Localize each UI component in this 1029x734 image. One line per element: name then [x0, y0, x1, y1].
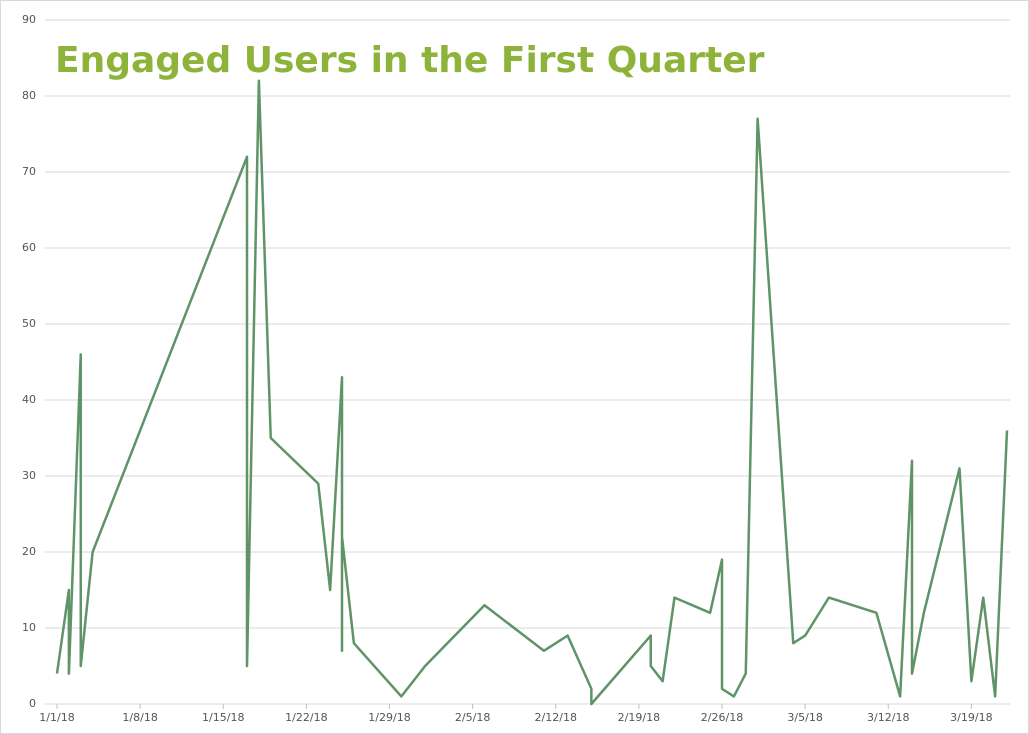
- x-tick-label: 2/5/18: [455, 711, 490, 724]
- y-tick-label: 20: [22, 545, 36, 558]
- x-tick-label: 1/8/18: [122, 711, 157, 724]
- y-tick-label: 30: [22, 469, 36, 482]
- y-tick-label: 60: [22, 241, 36, 254]
- x-tick-label: 1/1/18: [39, 711, 74, 724]
- x-tick-label: 1/22/18: [285, 711, 327, 724]
- x-tick-label: 2/19/18: [618, 711, 660, 724]
- y-tick-label: 10: [22, 621, 36, 634]
- x-tick-label: 1/15/18: [202, 711, 244, 724]
- x-tick-label: 3/19/18: [950, 711, 992, 724]
- y-tick-label: 90: [22, 13, 36, 26]
- y-tick-label: 0: [29, 697, 36, 710]
- y-tick-label: 80: [22, 89, 36, 102]
- grid: [45, 19, 1010, 705]
- x-tick-label: 2/12/18: [535, 711, 577, 724]
- chart-title: Engaged Users in the First Quarter: [55, 40, 765, 81]
- y-tick-label: 70: [22, 165, 36, 178]
- x-tick-label: 3/5/18: [787, 711, 822, 724]
- y-tick-label: 50: [22, 317, 36, 330]
- x-tick-label: 3/12/18: [867, 711, 909, 724]
- x-tick-label: 2/26/18: [701, 711, 743, 724]
- y-tick-label: 40: [22, 393, 36, 406]
- data-line: [55, 79, 1009, 706]
- x-tick-label: 1/29/18: [368, 711, 410, 724]
